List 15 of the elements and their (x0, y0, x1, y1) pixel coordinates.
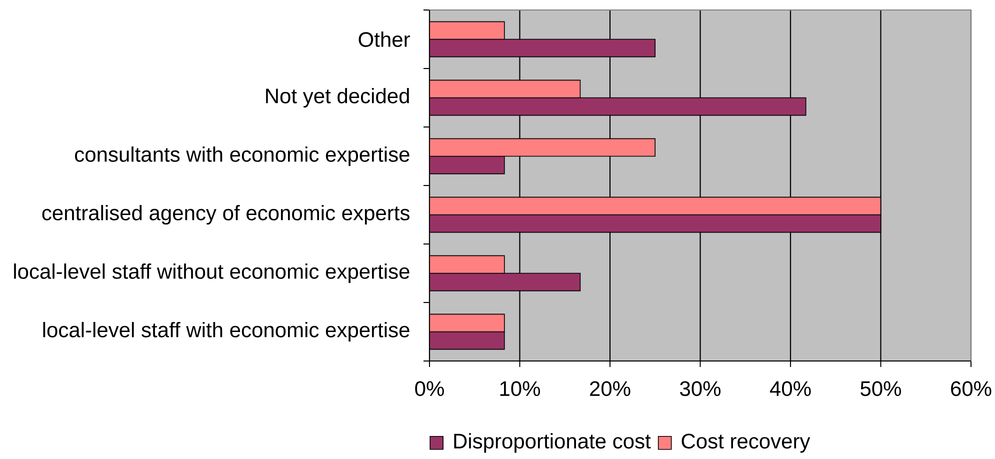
y-tick-label: centralised agency of economic experts (42, 204, 410, 225)
x-tick-label: 10% (500, 381, 540, 396)
x-tick-label: 0% (415, 381, 444, 396)
legend-label: Disproportionate cost (454, 433, 651, 453)
y-tick-label: Not yet decided (266, 88, 409, 108)
x-tick-label: 50% (860, 381, 902, 396)
y-tick-label: Other (358, 32, 410, 47)
x-tick-label: 60% (951, 381, 992, 396)
x-tick-label: 40% (770, 381, 811, 396)
y-tick-label: local-level staff without economic expertise (14, 263, 410, 284)
y-tick-label: consultants with economic expertise (75, 146, 410, 166)
y-tick-label: local-level staff with economic expertise (43, 322, 410, 342)
legend-label: Cost recovery (682, 434, 810, 453)
x-tick-label: 20% (590, 381, 630, 396)
x-tick-label: 30% (680, 381, 721, 396)
